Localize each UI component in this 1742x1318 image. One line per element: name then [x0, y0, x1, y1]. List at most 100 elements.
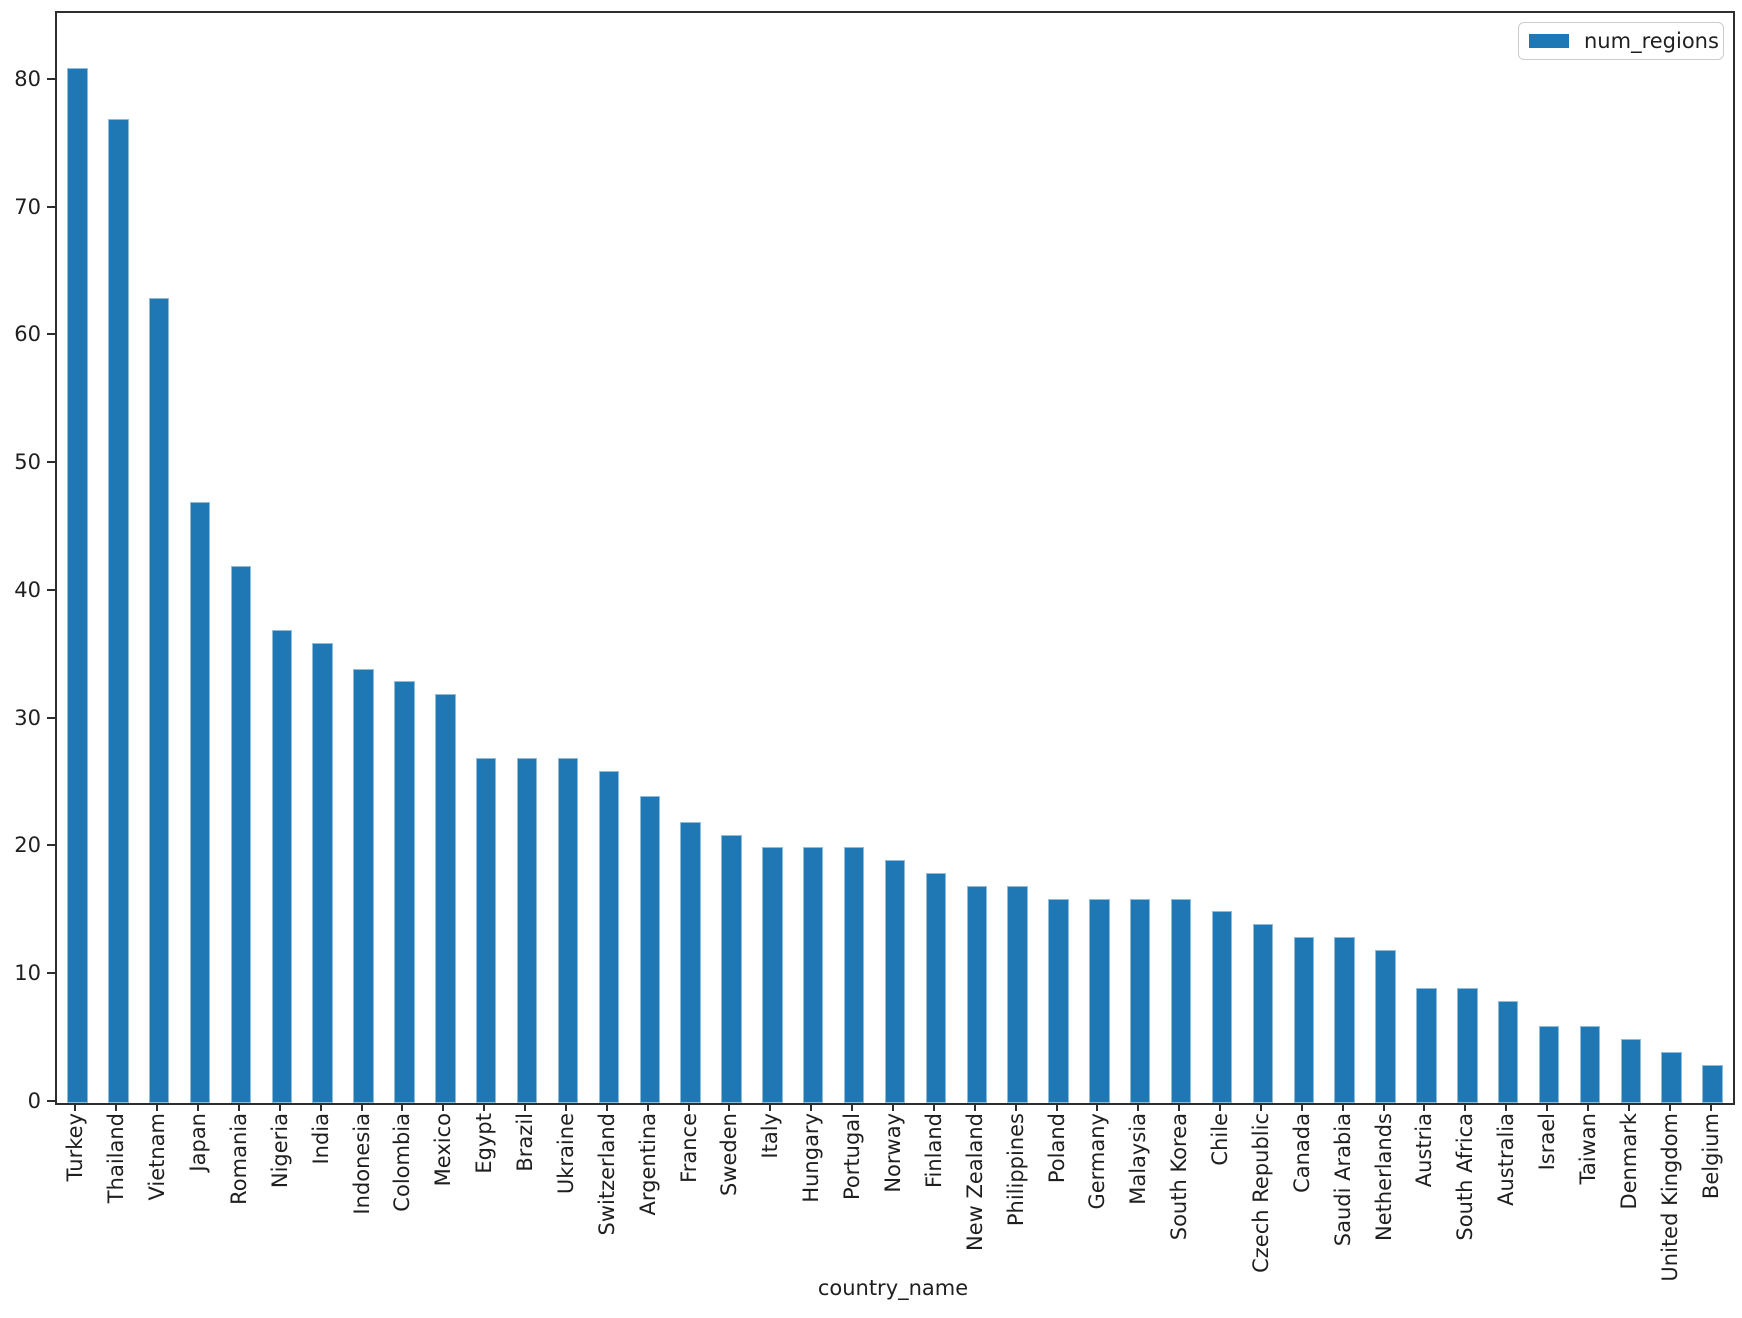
x-tick-label: France — [676, 1113, 701, 1183]
bar-thailand — [108, 119, 129, 1103]
x-tick-mark — [401, 1103, 404, 1111]
x-tick-mark — [1341, 1103, 1344, 1111]
x-tick-label: Colombia — [390, 1113, 415, 1212]
bar-austria — [1416, 987, 1437, 1103]
y-tick-mark — [47, 333, 55, 336]
y-tick-label: 40 — [14, 577, 41, 602]
bar-israel — [1538, 1026, 1560, 1103]
bar-indonesia — [353, 668, 374, 1103]
x-tick-label: Egypt — [472, 1113, 497, 1174]
x-tick-mark — [687, 1103, 690, 1111]
x-tick-label: Turkey — [63, 1113, 88, 1182]
bar-mexico — [435, 694, 456, 1103]
x-tick-mark — [115, 1103, 118, 1111]
bar-nigeria — [271, 630, 293, 1103]
y-tick-label: 80 — [14, 66, 41, 91]
bar-saudi-arabia — [1334, 936, 1355, 1103]
x-tick-label: Japan — [186, 1113, 211, 1172]
x-tick-label: Philippines — [1003, 1113, 1028, 1227]
bar-argentina — [639, 796, 660, 1103]
bar-switzerland — [598, 770, 620, 1103]
bar-canada — [1293, 936, 1314, 1103]
x-tick-mark — [1382, 1103, 1385, 1111]
x-tick-mark — [892, 1103, 894, 1111]
x-tick-mark — [1014, 1103, 1017, 1111]
y-tick-label: 30 — [14, 705, 41, 730]
y-tick-mark — [47, 588, 55, 591]
x-tick-label: New Zealand — [962, 1113, 987, 1251]
bar-malaysia — [1130, 898, 1151, 1103]
bar-czech-republic — [1252, 924, 1274, 1103]
x-tick-mark — [1259, 1103, 1262, 1111]
y-tick-label: 50 — [14, 450, 41, 475]
x-tick-label: Sweden — [717, 1113, 742, 1196]
x-tick-mark — [1546, 1103, 1549, 1111]
x-tick-label: Romania — [226, 1113, 251, 1205]
x-tick-mark — [1178, 1103, 1181, 1111]
x-tick-label: India — [308, 1113, 333, 1165]
x-tick-mark — [728, 1103, 731, 1111]
y-tick-label: 60 — [14, 322, 41, 347]
x-tick-mark — [237, 1103, 240, 1111]
bar-germany — [1089, 898, 1110, 1103]
x-tick-label: Saudi Arabia — [1330, 1113, 1355, 1247]
x-tick-mark — [851, 1103, 854, 1111]
plot-area — [55, 11, 1735, 1105]
x-tick-mark — [278, 1103, 281, 1111]
x-tick-label: Australia — [1494, 1113, 1519, 1206]
bar-egypt — [476, 757, 497, 1103]
y-tick-label: 0 — [27, 1089, 41, 1113]
bar-turkey — [67, 67, 88, 1103]
x-tick-label: Israel — [1535, 1113, 1560, 1171]
x-tick-mark — [524, 1103, 527, 1111]
x-tick-label: Netherlands — [1371, 1113, 1396, 1242]
y-tick-label: 20 — [14, 833, 41, 858]
bar-new-zealand — [966, 885, 987, 1103]
bar-netherlands — [1375, 949, 1396, 1103]
bar-united-kingdom — [1661, 1051, 1682, 1103]
x-tick-mark — [932, 1103, 935, 1111]
x-tick-label: Finland — [921, 1113, 946, 1189]
bar-south-africa — [1457, 987, 1478, 1103]
x-tick-label: Thailand — [104, 1113, 129, 1204]
x-tick-label: Italy — [758, 1113, 783, 1159]
x-tick-label: South Africa — [1453, 1113, 1478, 1241]
x-tick-label: Denmark — [1616, 1113, 1641, 1210]
bar-portugal — [843, 847, 865, 1103]
x-tick-mark — [1055, 1103, 1058, 1111]
bar-brazil — [516, 757, 538, 1103]
legend: num_regions — [1518, 22, 1724, 60]
x-tick-label: Portugal — [840, 1113, 865, 1200]
x-tick-mark — [442, 1103, 445, 1111]
x-tick-mark — [1137, 1103, 1140, 1111]
legend-swatch-num-regions — [1529, 34, 1569, 48]
x-tick-mark — [1219, 1103, 1222, 1111]
x-tick-label: Argentina — [635, 1113, 660, 1216]
x-tick-label: Vietnam — [145, 1113, 170, 1201]
x-tick-mark — [769, 1103, 772, 1111]
x-tick-label: Norway — [881, 1113, 905, 1193]
x-tick-mark — [360, 1103, 363, 1111]
y-tick-label: 10 — [14, 961, 41, 986]
x-tick-mark — [973, 1103, 976, 1111]
x-tick-mark — [1423, 1103, 1426, 1111]
x-tick-mark — [319, 1103, 322, 1111]
y-tick-mark — [47, 972, 55, 975]
x-tick-label: Mexico — [431, 1113, 456, 1187]
x-tick-label: Indonesia — [349, 1113, 374, 1215]
x-tick-label: Germany — [1085, 1113, 1110, 1210]
x-tick-label: Malaysia — [1126, 1113, 1151, 1205]
x-tick-mark — [1464, 1103, 1467, 1111]
x-tick-label: Chile — [1208, 1113, 1233, 1166]
x-tick-label: Taiwan — [1575, 1113, 1600, 1185]
bar-poland — [1048, 898, 1069, 1103]
bar-france — [680, 821, 701, 1103]
bar-denmark — [1620, 1039, 1642, 1103]
bar-norway — [884, 860, 906, 1103]
x-tick-mark — [564, 1103, 567, 1111]
x-tick-label: Brazil — [513, 1113, 538, 1172]
x-tick-mark — [810, 1103, 813, 1111]
bar-japan — [189, 502, 211, 1103]
y-tick-mark — [47, 844, 55, 847]
